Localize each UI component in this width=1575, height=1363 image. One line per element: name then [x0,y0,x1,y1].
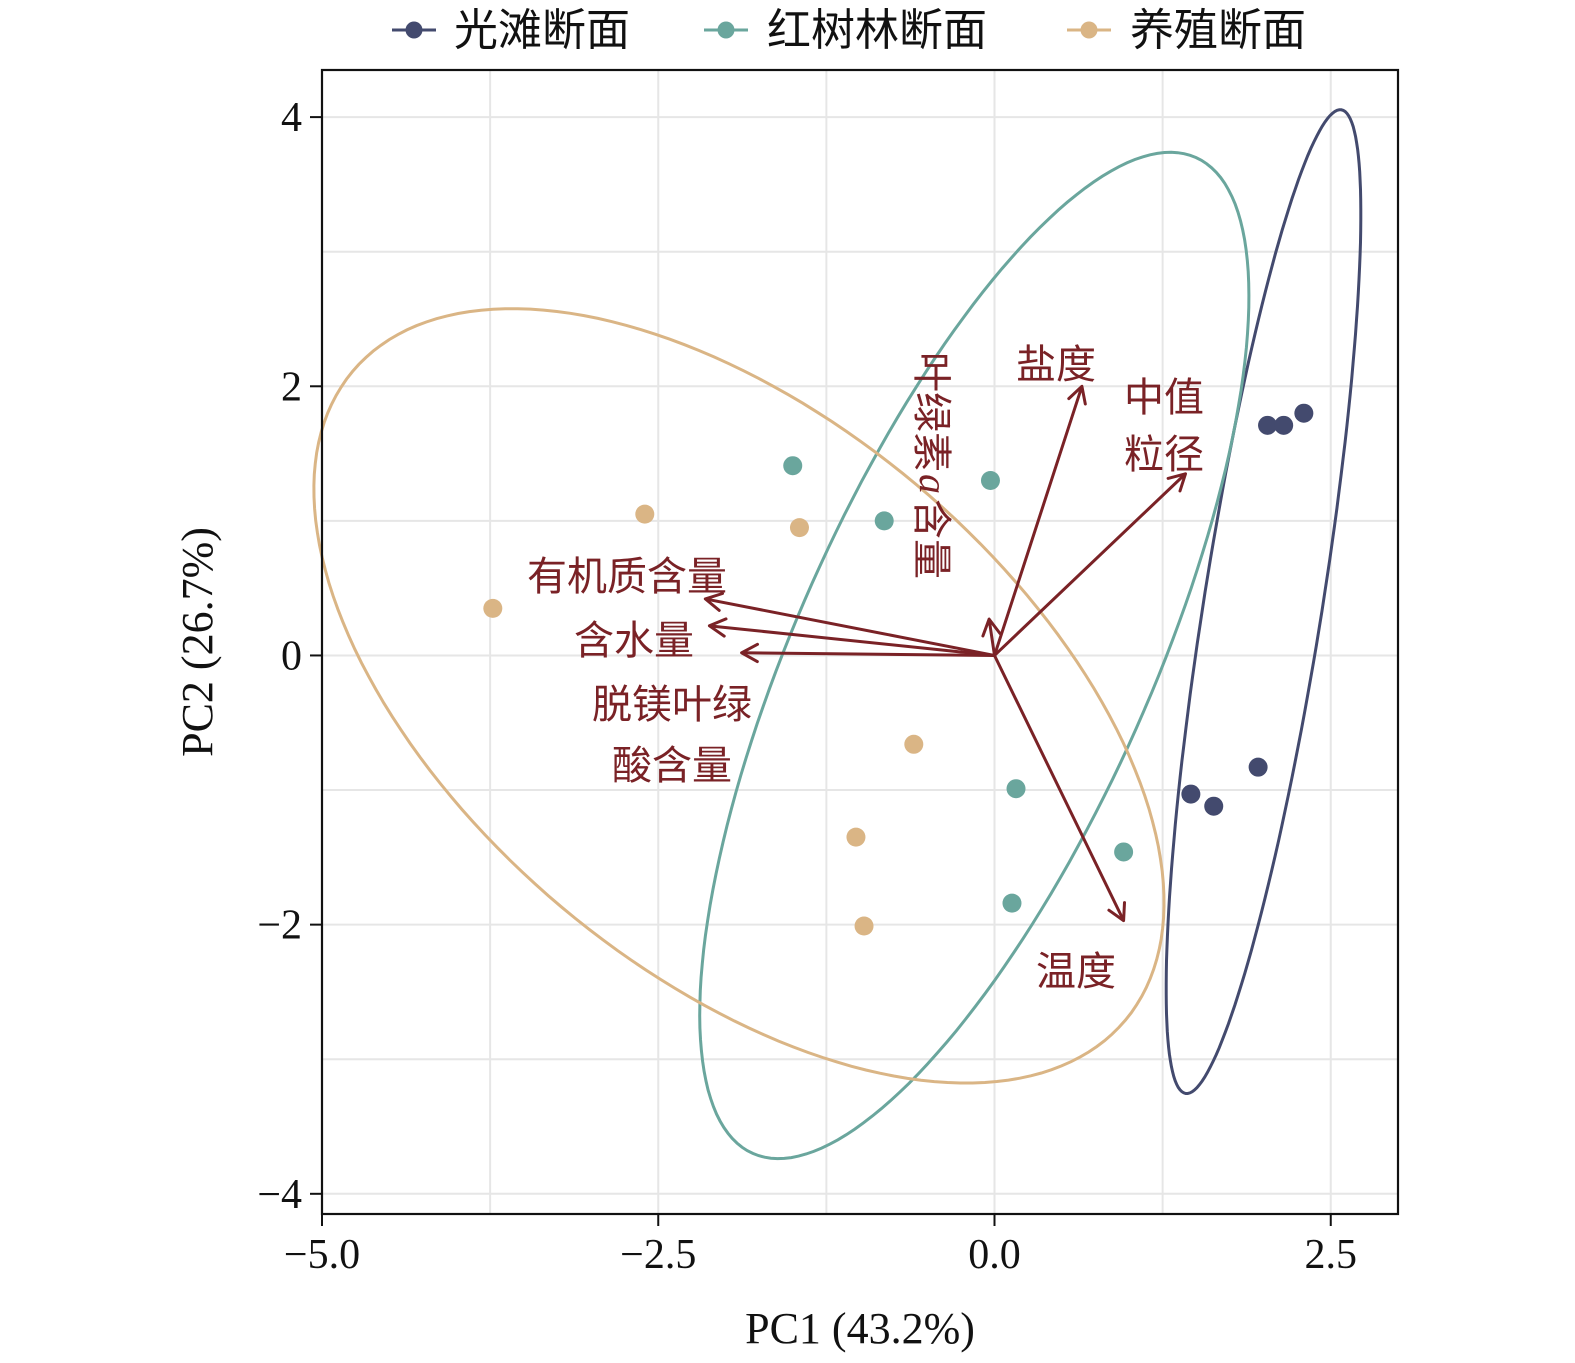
loading-arrowhead [740,642,759,664]
loading-arrow [993,654,1125,922]
data-point [854,916,874,936]
data-point [1002,893,1022,913]
loading-arrow [709,624,995,657]
data-point [874,511,894,531]
y-tick-label: 2 [281,364,302,410]
x-tick-label: −5.0 [284,1232,360,1278]
loading-label: 脱镁叶绿 [592,682,752,728]
loading-arrow [741,651,995,657]
legend-marker [1080,21,1098,39]
data-point [1258,415,1278,435]
data-point [1204,796,1224,816]
plot-frame [320,68,1400,1216]
data-point [1181,784,1201,804]
x-axis-ticks: −5.0 −2.5 0.0 2.5 [284,1214,1357,1278]
data-point [1248,757,1268,777]
loading-label: 有机质含量 [527,554,727,600]
data-point [1274,415,1294,435]
y-tick-label: 0 [281,633,302,679]
x-tick-label: 2.5 [1305,1232,1358,1278]
ellipse [1164,108,1363,1095]
y-tick-label: −4 [257,1172,302,1218]
data-point [1294,403,1314,423]
data-point [1006,779,1026,799]
loading-label: 含量 [908,499,954,579]
loading-arrow [993,385,1084,656]
x-tick-label: 0.0 [968,1232,1021,1278]
data-point [783,456,803,476]
loading-arrow [705,597,995,657]
data-point [483,598,503,618]
loading-label: 中值 [1124,375,1204,421]
loading-label: 含水量 [574,618,694,664]
legend-marker [717,21,735,39]
loading-arrow [993,472,1187,657]
loading-label: 粒径 [1124,432,1204,478]
data-point [904,734,924,754]
loading-arrowhead [1107,901,1126,923]
loading-arrowhead [1067,384,1087,406]
loading-label: 温度 [1036,949,1116,995]
loading-arrowhead [1166,472,1187,493]
loading-arrowhead [981,617,1002,638]
x-tick-label: −2.5 [620,1232,696,1278]
y-axis-title: PC2 (26.7%) [173,527,222,757]
y-tick-label: 4 [281,95,302,141]
loading-label: a [911,474,956,494]
loading-label: 叶绿素 [908,352,954,472]
legend-label: 光滩断面 [454,5,630,56]
legend-label: 养殖断面 [1130,5,1306,56]
y-axis-ticks: −4 −2 0 2 4 [257,95,322,1218]
confidence-ellipses [312,108,1363,1161]
y-tick-label: −2 [257,903,302,949]
loading-label: 盐度 [1016,342,1096,388]
loading-arrow [987,618,996,656]
data-point [846,827,866,847]
loading-label: 酸含量 [612,743,732,789]
x-axis-title: PC1 (43.2%) [745,1304,975,1353]
data-point [789,518,809,538]
scatter-points [483,403,1314,936]
legend-marker [405,21,423,39]
legend: 光滩断面 红树林断面 养殖断面 [392,5,1306,56]
legend-label: 红树林断面 [767,5,987,56]
ellipse [698,150,1251,1161]
data-point [980,470,1000,490]
data-point [635,504,655,524]
loading-arrowhead [703,592,724,612]
ellipse [312,307,1166,1085]
data-point [1114,842,1134,862]
loading-arrowhead [707,617,728,638]
